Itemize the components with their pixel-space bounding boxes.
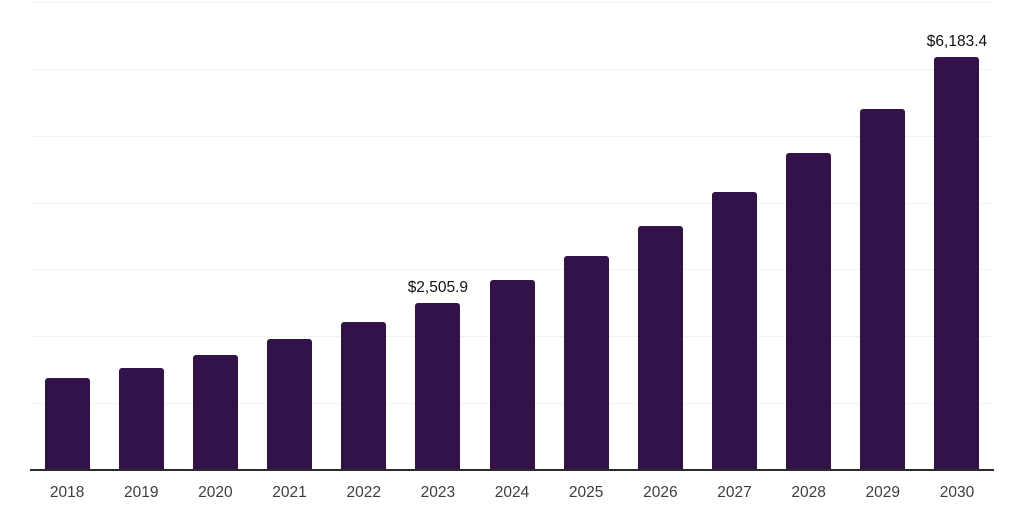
bar-slot-2021 [252, 2, 326, 470]
x-tick-label-2021: 2021 [272, 484, 307, 501]
x-tick-label-2024: 2024 [494, 484, 530, 501]
gridline [30, 68, 994, 70]
x-tick-label-2027: 2027 [717, 484, 752, 501]
bar-2019 [118, 368, 164, 470]
bar-2027 [711, 192, 757, 470]
bar-slot-2026 [623, 2, 697, 470]
x-tick-label-2025: 2025 [568, 484, 604, 501]
bar-slot-2024 [475, 2, 549, 470]
bar-2030 [934, 56, 980, 470]
bar-2021 [267, 339, 313, 470]
x-tick-label-2030: 2030 [939, 484, 975, 501]
gridline [30, 135, 994, 137]
bar-2023 [415, 302, 461, 470]
x-tick-label-2018: 2018 [49, 484, 85, 501]
bar-slot-2019 [104, 2, 178, 470]
bars-row: $2,505.9 $6,183.4 [30, 2, 994, 470]
bar-2020 [192, 355, 238, 470]
x-tick-label-2019: 2019 [123, 484, 159, 501]
bar-2024 [489, 280, 535, 470]
gridline [30, 269, 994, 271]
bar-slot-2020 [178, 2, 252, 470]
bar-slot-2022 [327, 2, 401, 470]
bar-2029 [860, 108, 906, 470]
x-tick-label-2022: 2022 [346, 484, 381, 501]
bar-value-label-2023: $2,505.9 [407, 278, 469, 296]
gridline [30, 202, 994, 204]
bar-2028 [786, 153, 832, 470]
bar-slot-2030: $6,183.4 [920, 2, 994, 470]
x-tick-label-2026: 2026 [643, 484, 678, 501]
x-tick-label-2029: 2029 [865, 484, 901, 501]
bar-value-label-2030: $6,183.4 [926, 33, 988, 51]
bar-2026 [637, 226, 683, 470]
bar-2018 [44, 378, 90, 470]
bar-slot-2018 [30, 2, 104, 470]
gridline [30, 2, 994, 3]
bar-slot-2023: $2,505.9 [401, 2, 475, 470]
x-axis-line [30, 469, 994, 471]
bar-2022 [341, 322, 387, 470]
x-tick-label-2023: 2023 [420, 484, 456, 501]
bar-slot-2025 [549, 2, 623, 470]
x-tick-label-2028: 2028 [791, 484, 826, 501]
x-axis: 2018 2019 2020 2021 2022 2023 2024 2025 2026 2027… [30, 484, 994, 502]
x-tick-label-2020: 2020 [198, 484, 233, 501]
bar-slot-2027 [697, 2, 771, 470]
bar-slot-2028 [772, 2, 846, 470]
plot-area: $2,505.9 $6,183.4 [30, 2, 994, 470]
bar-slot-2029 [846, 2, 920, 470]
bar-2025 [563, 256, 609, 470]
